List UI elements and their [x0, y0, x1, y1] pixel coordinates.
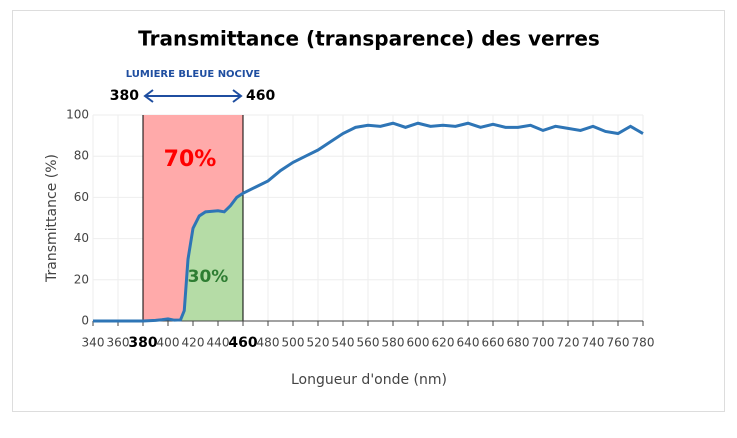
x-axis-title: Longueur d'onde (nm)	[291, 372, 447, 388]
chart-title: Transmittance (transparence) des verres	[138, 27, 600, 51]
x-tick-label: 540	[332, 336, 355, 350]
region-above-label: 70%	[164, 147, 217, 172]
y-tick-label: 0	[81, 314, 89, 328]
x-tick-label: 360	[107, 336, 130, 350]
x-tick-label: 420	[182, 336, 205, 350]
x-tick-label: 700	[532, 336, 555, 350]
x-tick-label: 620	[432, 336, 455, 350]
y-tick-label: 100	[66, 108, 89, 122]
region-under-area	[143, 193, 243, 321]
x-tick-label: 640	[457, 336, 480, 350]
x-tick-label: 340	[82, 336, 105, 350]
x-tick-label: 760	[607, 336, 630, 350]
x-tick-label: 680	[507, 336, 530, 350]
x-tick-label: 580	[382, 336, 405, 350]
x-tick-label: 380	[128, 335, 157, 351]
y-axis-title: Transmittance (%)	[44, 154, 60, 283]
x-tick-label: 520	[307, 336, 330, 350]
x-tick-label: 400	[157, 336, 180, 350]
x-tick-label: 560	[357, 336, 380, 350]
arrow-head	[143, 89, 243, 103]
y-tick-label: 40	[74, 231, 89, 245]
x-tick-label: 780	[632, 336, 655, 350]
x-tick-label: 740	[582, 336, 605, 350]
x-tick-label: 720	[557, 336, 580, 350]
region-title: LUMIERE BLEUE NOCIVE	[126, 69, 261, 80]
x-tick-label: 600	[407, 336, 430, 350]
arrow-start-label: 380	[110, 88, 139, 104]
x-tick-label: 440	[207, 336, 230, 350]
x-tick-label: 480	[257, 336, 280, 350]
y-tick-label: 60	[74, 190, 89, 204]
arrow-end-label: 460	[246, 88, 275, 104]
y-tick-label: 20	[74, 272, 89, 286]
y-tick-label: 80	[74, 149, 89, 163]
x-tick-label: 460	[228, 335, 257, 351]
region-under-label: 30%	[188, 267, 229, 287]
line	[93, 121, 644, 323]
x-tick-label: 500	[282, 336, 305, 350]
x-tick-label: 660	[482, 336, 505, 350]
